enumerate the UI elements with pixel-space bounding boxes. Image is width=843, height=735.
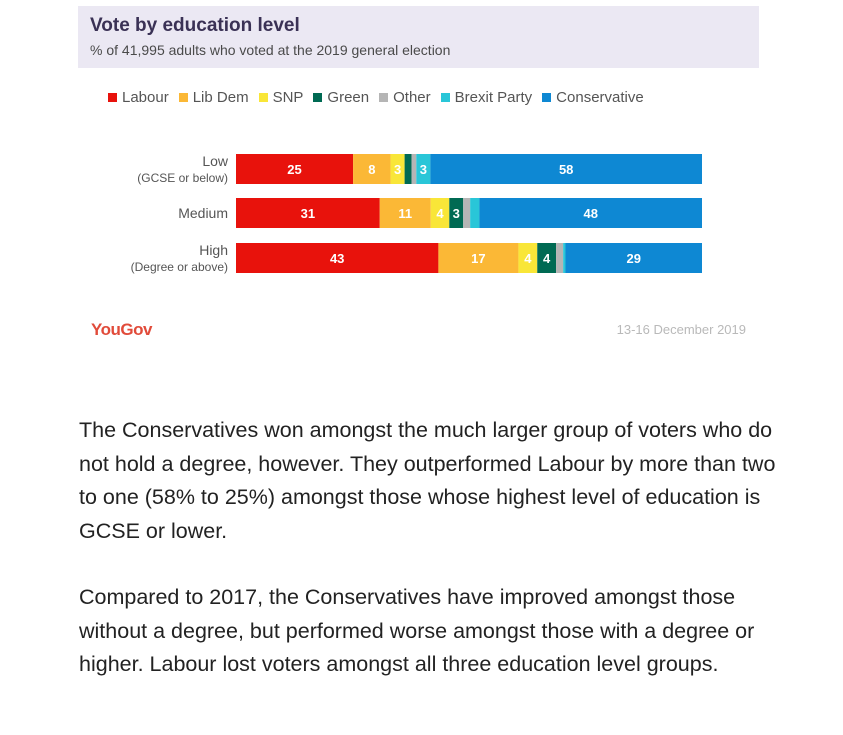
bar-segment-labour: [236, 243, 439, 273]
legend-swatch: [178, 92, 188, 102]
chart-subtitle: % of 41,995 adults who voted at the 2019…: [90, 42, 451, 58]
legend-swatch: [542, 92, 552, 102]
data-label: 25: [287, 162, 301, 177]
article-paragraph-2: Compared to 2017, the Conservatives have…: [79, 585, 755, 676]
bar-segment-green: [404, 154, 412, 184]
category-label: Medium: [178, 205, 228, 221]
bar-segment-snp: [390, 154, 405, 184]
bar-segment-brexit-party: [416, 154, 431, 184]
legend-label: Brexit Party: [454, 88, 533, 106]
yougov-logo: YouGov: [91, 320, 152, 339]
data-label: 8: [368, 162, 375, 177]
legend-item-other: Other: [379, 89, 431, 106]
data-label: 58: [559, 162, 573, 177]
chart-card: Vote by education level % of 41,995 adul…: [78, 6, 759, 346]
bar-segment-green: [449, 198, 464, 228]
chart-title: Vote by education level: [90, 15, 300, 36]
data-label: 48: [583, 206, 597, 221]
article-paragraph-1: The Conservatives won amongst the much l…: [79, 418, 776, 543]
legend-item-conservative: Conservative: [542, 89, 644, 106]
legend-label: Labour: [122, 88, 169, 106]
article-body: The Conservatives won amongst the much l…: [79, 414, 779, 682]
data-label: 4: [436, 206, 444, 221]
legend-item-labour: Labour: [108, 89, 169, 106]
bar-segment-brexit-party: [563, 243, 566, 273]
data-label: 31: [301, 206, 315, 221]
bar-segment-lib-dem: [438, 243, 519, 273]
category-sublabel: (Degree or above): [131, 260, 228, 274]
bar-segment-snp: [518, 243, 538, 273]
bar-segment-other: [556, 243, 564, 273]
data-label: 3: [453, 206, 460, 221]
data-label: 43: [330, 251, 344, 266]
legend-item-lib-dem: Lib Dem: [178, 88, 249, 106]
data-label: 3: [420, 162, 427, 177]
bar-segment-brexit-party: [470, 198, 480, 228]
bar-segment-lib-dem: [353, 154, 391, 184]
bar-segment-green: [537, 243, 557, 273]
data-label: 4: [543, 251, 551, 266]
chart-header: Vote by education level % of 41,995 adul…: [78, 6, 759, 68]
bar-row-medium: Medium 31 11 4 3 48: [178, 198, 702, 228]
bar-segment-labour: [236, 198, 380, 228]
legend-label: Other: [393, 88, 431, 106]
bar-segment-other: [463, 198, 471, 228]
survey-date: 13-16 December 2019: [616, 322, 746, 337]
legend-item-snp: SNP: [258, 88, 304, 106]
legend-label: Conservative: [556, 88, 644, 106]
bar-segment-conservative: [565, 243, 702, 273]
legend-swatch: [108, 92, 117, 102]
chart-legend: Labour Lib Dem SNP Green Other Brexit Party Co…: [108, 87, 654, 107]
legend-item-brexit-party: Brexit Party: [440, 88, 533, 106]
legend-label: Green: [327, 88, 370, 106]
bar-segment-other: [411, 154, 417, 184]
category-label: Low: [202, 153, 229, 169]
bar-segment-snp: [430, 198, 450, 228]
data-label: 29: [627, 251, 641, 266]
bar-segment-conservative: [430, 154, 702, 184]
data-label: 4: [524, 251, 532, 266]
data-label: 3: [394, 162, 401, 177]
data-label: 17: [471, 251, 485, 266]
bar-row-low: Low(GCSE or below)25 8 3 3 58: [137, 153, 702, 185]
legend-swatch: [379, 92, 389, 102]
category-label: High: [199, 242, 228, 258]
bar-row-high: High (Degree or above) 43 17 4 4 29: [131, 242, 702, 274]
bar-segment-lib-dem: [379, 198, 431, 228]
legend-swatch: [313, 92, 323, 102]
legend-swatch: [258, 92, 268, 102]
category-sublabel: (GCSE or below): [137, 171, 228, 185]
legend-label: SNP: [272, 88, 304, 106]
legend-label: Lib Dem: [192, 88, 249, 106]
legend-swatch: [440, 92, 450, 102]
bar-segment-conservative: [479, 198, 702, 228]
bar-segment-labour: [236, 154, 354, 184]
legend-item-green: Green: [313, 89, 369, 106]
data-label: 11: [398, 206, 412, 221]
